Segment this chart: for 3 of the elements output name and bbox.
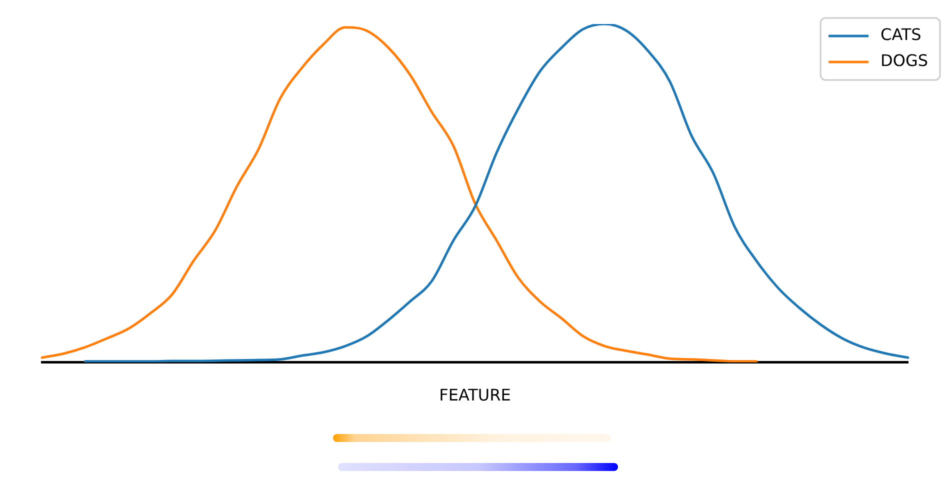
x-axis-title: FEATURE (439, 386, 511, 405)
legend-label: CATS (880, 25, 922, 44)
legend-label: DOGS (880, 51, 928, 70)
